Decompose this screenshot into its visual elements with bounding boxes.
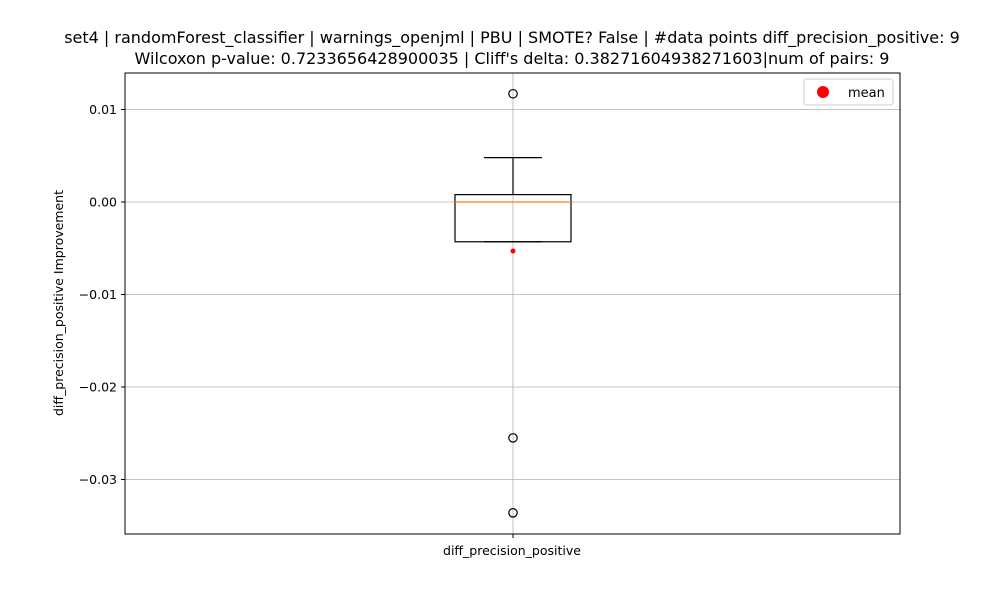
y-tick-label: −0.03 — [79, 472, 117, 487]
chart-title: set4 | randomForest_classifier | warning… — [64, 28, 960, 48]
grid-lines — [125, 73, 900, 534]
y-tick-label: −0.02 — [79, 380, 117, 395]
mean-point — [510, 248, 516, 254]
legend: mean — [803, 78, 894, 106]
legend-frame — [803, 78, 894, 106]
legend-mean-label: mean — [848, 86, 885, 101]
box-group — [454, 88, 572, 518]
legend-mean-marker — [817, 86, 829, 98]
outlier-point — [508, 88, 518, 99]
plot-area-frame — [124, 72, 901, 535]
y-ticks: 0.01 0.00 −0.01 −0.02 −0.03 — [79, 102, 514, 538]
chart-subtitle: Wilcoxon p-value: 0.7233656428900035 | C… — [135, 49, 890, 68]
y-tick-label: −0.01 — [79, 287, 117, 302]
x-tick-label-diff-precision-positive: diff_precision_positive — [443, 543, 581, 558]
y-axis-label: diff_precision_positive Improvement — [51, 190, 66, 416]
outlier-point — [508, 507, 518, 518]
iqr-box — [454, 194, 572, 243]
y-tick-label: 0.01 — [89, 102, 117, 117]
y-tick-label: 0.00 — [89, 195, 117, 210]
outlier-point — [508, 433, 518, 443]
